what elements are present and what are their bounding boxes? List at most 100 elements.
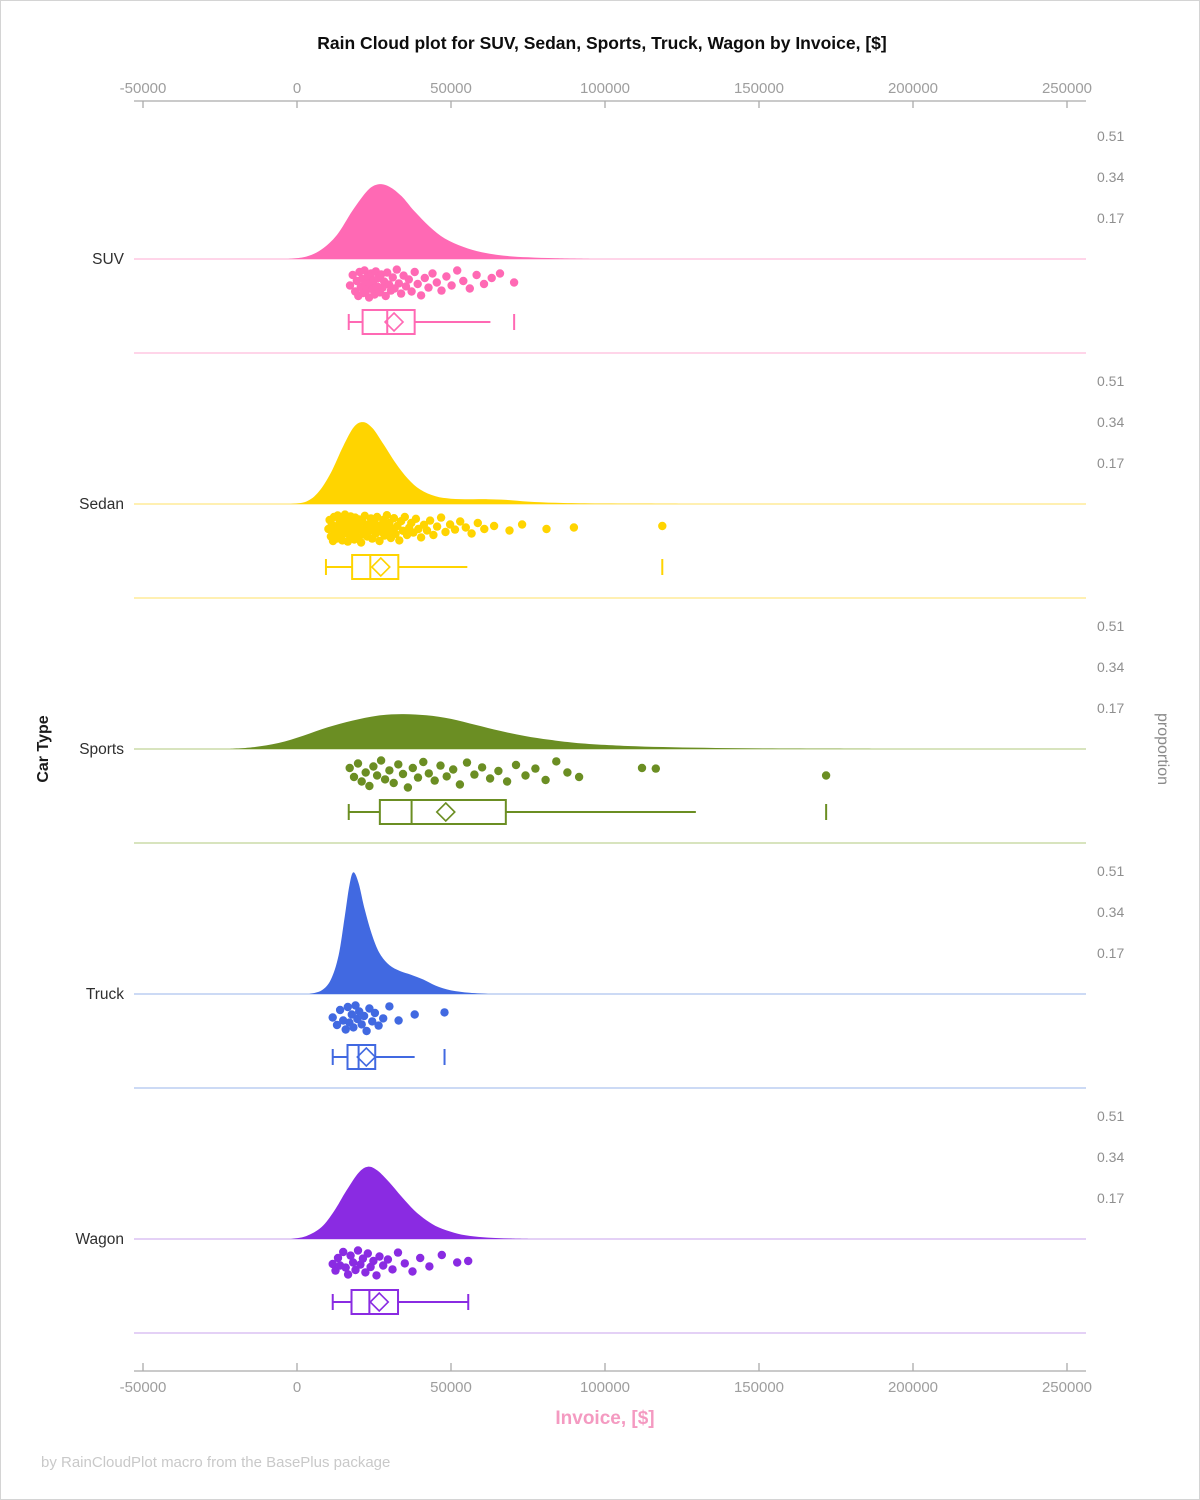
rain-point: [385, 1002, 394, 1011]
box-iqr: [351, 554, 400, 580]
rain-point: [370, 1008, 380, 1018]
panel-suv: 0.51 0.34 0.17 SUV: [92, 128, 1124, 354]
category-label-truck: Truck: [86, 986, 124, 1003]
mean-diamond: [369, 1291, 390, 1313]
rain-point: [363, 1249, 372, 1258]
rain-point: [531, 764, 540, 773]
box-iqr: [361, 309, 416, 335]
bottom-axis-tick-label: 0: [293, 1379, 301, 1396]
rain-point: [420, 273, 429, 283]
mean-diamond: [370, 556, 391, 578]
rain-point: [353, 759, 363, 768]
panel-truck: 0.51 0.34 0.17 Truck: [86, 863, 1124, 1089]
rain-point: [357, 777, 366, 786]
rain-point: [394, 760, 403, 769]
rain-point: [542, 524, 551, 534]
box-iqr: [378, 799, 507, 825]
rain-point: [411, 514, 421, 523]
proportion-tick-label: 0.34: [1097, 1149, 1124, 1165]
rain-point: [394, 279, 404, 288]
rain-point: [509, 278, 519, 287]
density-area-sedan: [290, 422, 682, 504]
rain-point: [401, 282, 411, 291]
proportion-tick-label: 0.34: [1097, 169, 1124, 185]
rain-points-sedan: [324, 510, 667, 547]
rain-point: [521, 771, 530, 780]
rain-point: [347, 1010, 356, 1019]
rain-point: [480, 524, 489, 534]
rain-point: [382, 511, 392, 520]
category-label-sedan: Sedan: [79, 496, 124, 513]
proportion-tick-label: 0.51: [1097, 863, 1124, 879]
y-axis-label: Car Type: [35, 715, 52, 782]
rain-point: [552, 757, 561, 766]
rain-point: [450, 525, 460, 534]
rain-point: [505, 526, 514, 535]
x-axis-label: Invoice, [$]: [555, 1408, 654, 1429]
proportion-tick-label: 0.51: [1097, 128, 1124, 144]
rain-point: [425, 1262, 434, 1271]
rain-point: [357, 1020, 366, 1029]
box-iqr: [350, 1289, 400, 1315]
rain-point: [459, 276, 468, 286]
rain-point: [432, 522, 442, 531]
rain-point: [391, 529, 400, 538]
rain-point: [437, 286, 446, 295]
rain-point: [375, 536, 384, 546]
rain-point: [393, 1248, 403, 1257]
rain-point: [574, 772, 584, 782]
rain-point: [495, 269, 505, 278]
rain-point: [441, 527, 450, 537]
rain-point: [345, 281, 355, 290]
category-label-suv: SUV: [92, 251, 125, 268]
rain-point: [410, 267, 419, 277]
rain-point: [346, 1251, 355, 1260]
rain-point: [416, 291, 426, 300]
rain-point: [374, 1021, 383, 1030]
rain-point: [429, 530, 438, 540]
rain-point: [333, 1253, 343, 1263]
rain-point: [351, 1001, 360, 1010]
top-axis-tick-label: 100000: [580, 80, 630, 97]
rain-point: [348, 270, 357, 280]
rain-point: [517, 520, 527, 529]
rain-point: [398, 769, 408, 779]
top-axis-tick-label: 200000: [888, 80, 938, 97]
proportion-tick-label: 0.17: [1097, 700, 1124, 716]
rain-point: [365, 781, 374, 791]
rain-point: [349, 1023, 358, 1032]
bottom-axis-tick-label: 150000: [734, 1379, 784, 1396]
rain-point: [402, 530, 412, 540]
rain-point: [473, 518, 482, 528]
rain-point: [821, 771, 831, 780]
mean-diamond: [383, 311, 405, 333]
proportion-tick-label: 0.34: [1097, 414, 1124, 430]
rain-point: [416, 1253, 425, 1263]
bottom-axis-tick-label: 250000: [1042, 1379, 1092, 1396]
rain-point: [424, 283, 433, 292]
rain-point: [341, 1263, 350, 1272]
bottom-axis-tick-label: 200000: [888, 1379, 938, 1396]
mean-diamond: [356, 1046, 377, 1068]
rain-point: [396, 289, 406, 298]
rain-point: [368, 1017, 377, 1026]
rain-point: [428, 269, 437, 278]
rain-point: [422, 526, 432, 535]
rain-point: [407, 287, 416, 296]
rain-points-suv: [345, 265, 519, 302]
rain-point: [362, 1026, 371, 1036]
box-iqr: [346, 1044, 377, 1070]
rain-point: [389, 778, 398, 788]
rain-point: [394, 1016, 403, 1025]
rain-point: [449, 765, 458, 774]
panel-sports: 0.51 0.34 0.17 Sports: [79, 618, 1124, 844]
rain-point: [361, 768, 370, 777]
rain-point: [437, 1250, 446, 1260]
rain-point: [369, 1256, 378, 1266]
panel-wagon: 0.51 0.34 0.17 Wagon: [75, 1108, 1124, 1334]
chart-title: Rain Cloud plot for SUV, Sedan, Sports, …: [317, 33, 886, 53]
density-area-suv: [287, 184, 590, 259]
rain-point: [404, 275, 413, 284]
